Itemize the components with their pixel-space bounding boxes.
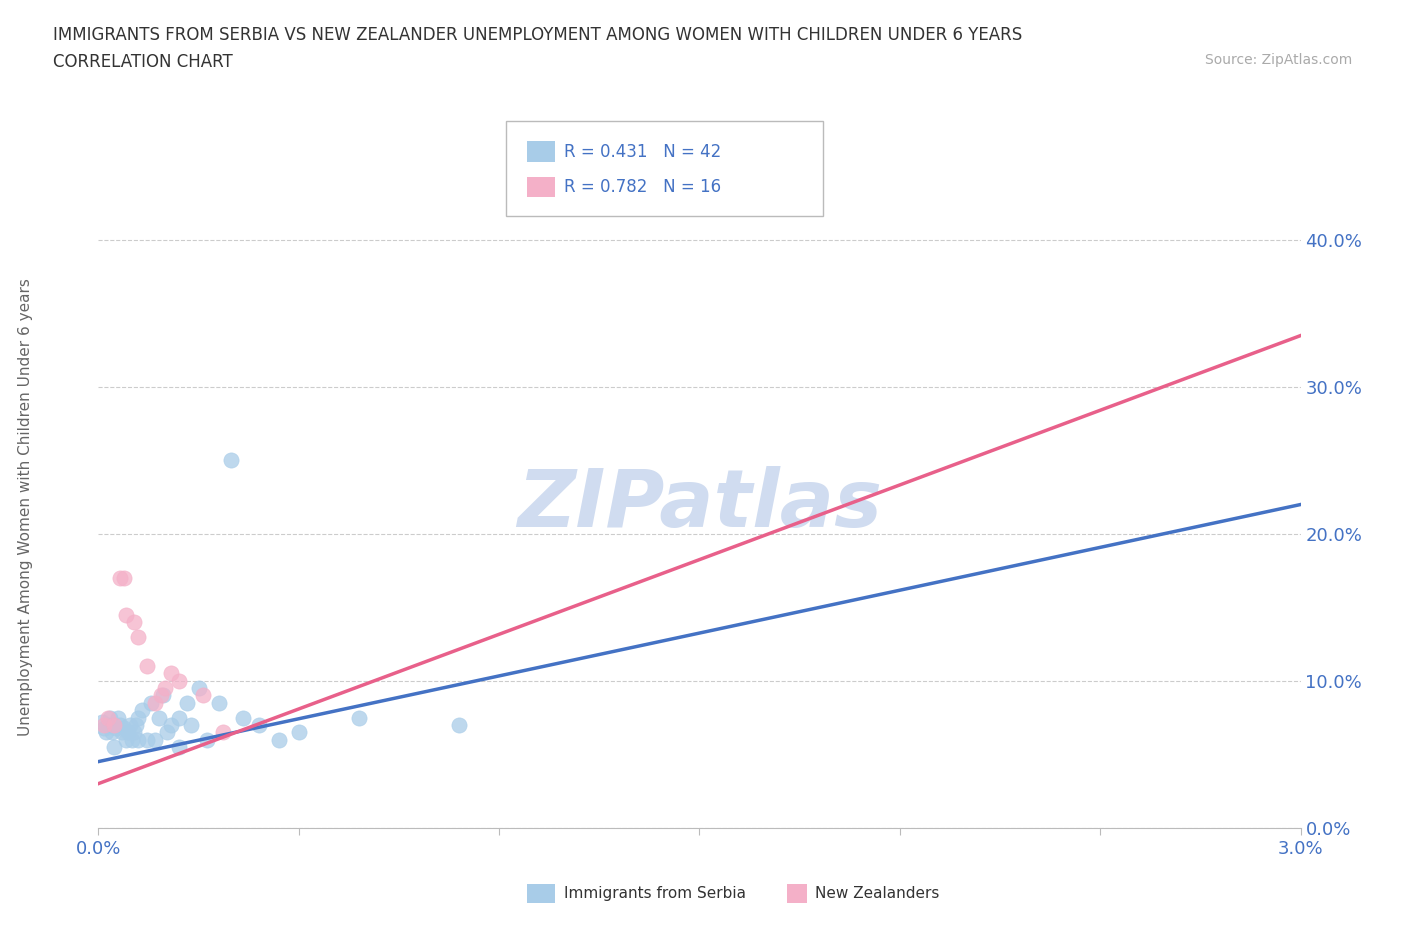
Point	[159, 717, 181, 732]
Point	[93, 717, 115, 732]
Point	[143, 732, 166, 747]
Point	[135, 732, 157, 747]
Text: R = 0.431   N = 42: R = 0.431 N = 42	[564, 142, 721, 161]
Point	[97, 711, 120, 725]
Text: CORRELATION CHART: CORRELATION CHART	[53, 53, 233, 71]
Text: Unemployment Among Women with Children Under 6 years: Unemployment Among Women with Children U…	[18, 278, 32, 736]
Point	[128, 711, 150, 725]
Point	[187, 681, 209, 696]
Point	[191, 688, 214, 703]
Point	[267, 732, 290, 747]
Point	[176, 696, 198, 711]
Point	[143, 696, 166, 711]
Point	[447, 717, 470, 732]
Point	[347, 711, 370, 725]
Point	[103, 717, 125, 732]
Point	[103, 739, 125, 754]
Point	[115, 732, 138, 747]
Point	[167, 739, 190, 754]
Text: Source: ZipAtlas.com: Source: ZipAtlas.com	[1205, 53, 1353, 67]
Point	[93, 721, 115, 736]
Point	[96, 724, 118, 739]
Point	[148, 711, 170, 725]
Point	[131, 703, 153, 718]
Text: IMMIGRANTS FROM SERBIA VS NEW ZEALANDER UNEMPLOYMENT AMONG WOMEN WITH CHILDREN U: IMMIGRANTS FROM SERBIA VS NEW ZEALANDER …	[53, 26, 1022, 44]
Point	[288, 724, 311, 739]
Point	[167, 711, 190, 725]
Point	[114, 721, 136, 736]
Point	[180, 717, 202, 732]
Point	[117, 724, 139, 739]
Point	[97, 717, 120, 732]
Point	[111, 724, 134, 739]
Point	[101, 724, 124, 739]
Point	[167, 673, 190, 688]
Point	[153, 681, 176, 696]
Point	[159, 666, 181, 681]
Point	[195, 732, 218, 747]
Point	[115, 607, 138, 622]
Text: Immigrants from Serbia: Immigrants from Serbia	[564, 886, 745, 901]
Point	[105, 721, 128, 736]
Point	[135, 658, 157, 673]
Point	[155, 724, 177, 739]
Point	[100, 711, 122, 725]
Point	[124, 615, 146, 630]
Point	[247, 717, 270, 732]
Point	[124, 724, 146, 739]
Point	[211, 724, 233, 739]
Point	[91, 714, 114, 729]
Point	[114, 570, 136, 585]
Point	[107, 711, 129, 725]
Point	[125, 717, 148, 732]
Point	[110, 570, 132, 585]
Point	[152, 688, 174, 703]
Point	[149, 688, 172, 703]
Point	[208, 696, 231, 711]
Point	[139, 696, 162, 711]
Text: New Zealanders: New Zealanders	[815, 886, 939, 901]
Point	[219, 453, 242, 468]
Point	[128, 630, 150, 644]
Point	[232, 711, 254, 725]
Point	[110, 717, 132, 732]
Text: R = 0.782   N = 16: R = 0.782 N = 16	[564, 178, 721, 196]
Text: ZIPatlas: ZIPatlas	[517, 466, 882, 543]
Point	[121, 732, 143, 747]
Point	[120, 717, 142, 732]
Point	[128, 732, 150, 747]
